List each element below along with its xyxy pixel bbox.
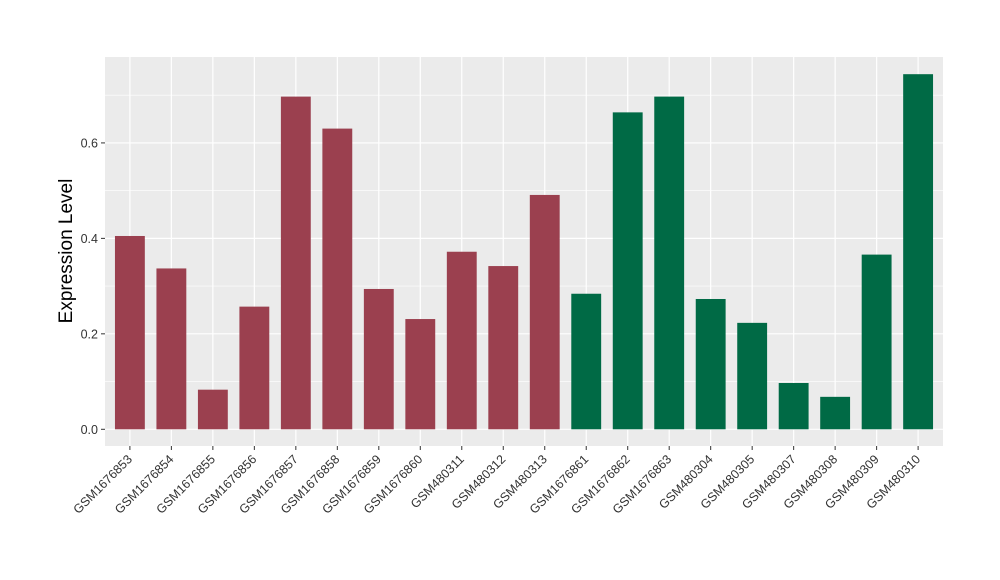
bar-GSM1676861 bbox=[571, 293, 602, 430]
bar-GSM480312 bbox=[488, 266, 519, 430]
x-axis-ticks: GSM1676853GSM1676854GSM1676855GSM1676856… bbox=[71, 446, 923, 517]
y-tick-label-2: 0.4 bbox=[81, 232, 98, 246]
y-tick-label-1: 0.2 bbox=[81, 327, 98, 341]
bar-GSM1676860 bbox=[405, 319, 436, 430]
plot-panel bbox=[105, 57, 943, 446]
bar-GSM480311 bbox=[446, 251, 477, 430]
bar-GSM480309 bbox=[861, 254, 892, 430]
bar-GSM1676854 bbox=[156, 268, 187, 430]
bar-GSM1676862 bbox=[612, 112, 643, 430]
y-tick-label-0: 0.0 bbox=[81, 423, 98, 437]
minor-gridlines bbox=[105, 94, 943, 382]
y-axis-ticks: 0.0 0.2 0.4 0.6 bbox=[81, 136, 105, 437]
bar-GSM1676858 bbox=[322, 128, 353, 430]
bar-GSM1676859 bbox=[363, 288, 394, 430]
bar-GSM1676855 bbox=[197, 389, 228, 430]
bar-GSM480305 bbox=[737, 322, 768, 430]
y-tick-label-3: 0.6 bbox=[81, 136, 98, 150]
bar-GSM1676856 bbox=[239, 306, 270, 430]
bar-GSM480307 bbox=[778, 382, 809, 430]
bar-GSM1676863 bbox=[654, 96, 685, 430]
bars bbox=[114, 74, 934, 430]
bar-GSM1676857 bbox=[280, 96, 311, 430]
y-axis-title: Expression Level bbox=[56, 179, 77, 324]
bar-GSM480304 bbox=[695, 298, 726, 430]
bar-GSM480310 bbox=[903, 74, 934, 430]
bar-GSM480313 bbox=[529, 194, 560, 430]
bar-GSM1676853 bbox=[114, 235, 145, 430]
bar-GSM480308 bbox=[820, 396, 851, 430]
